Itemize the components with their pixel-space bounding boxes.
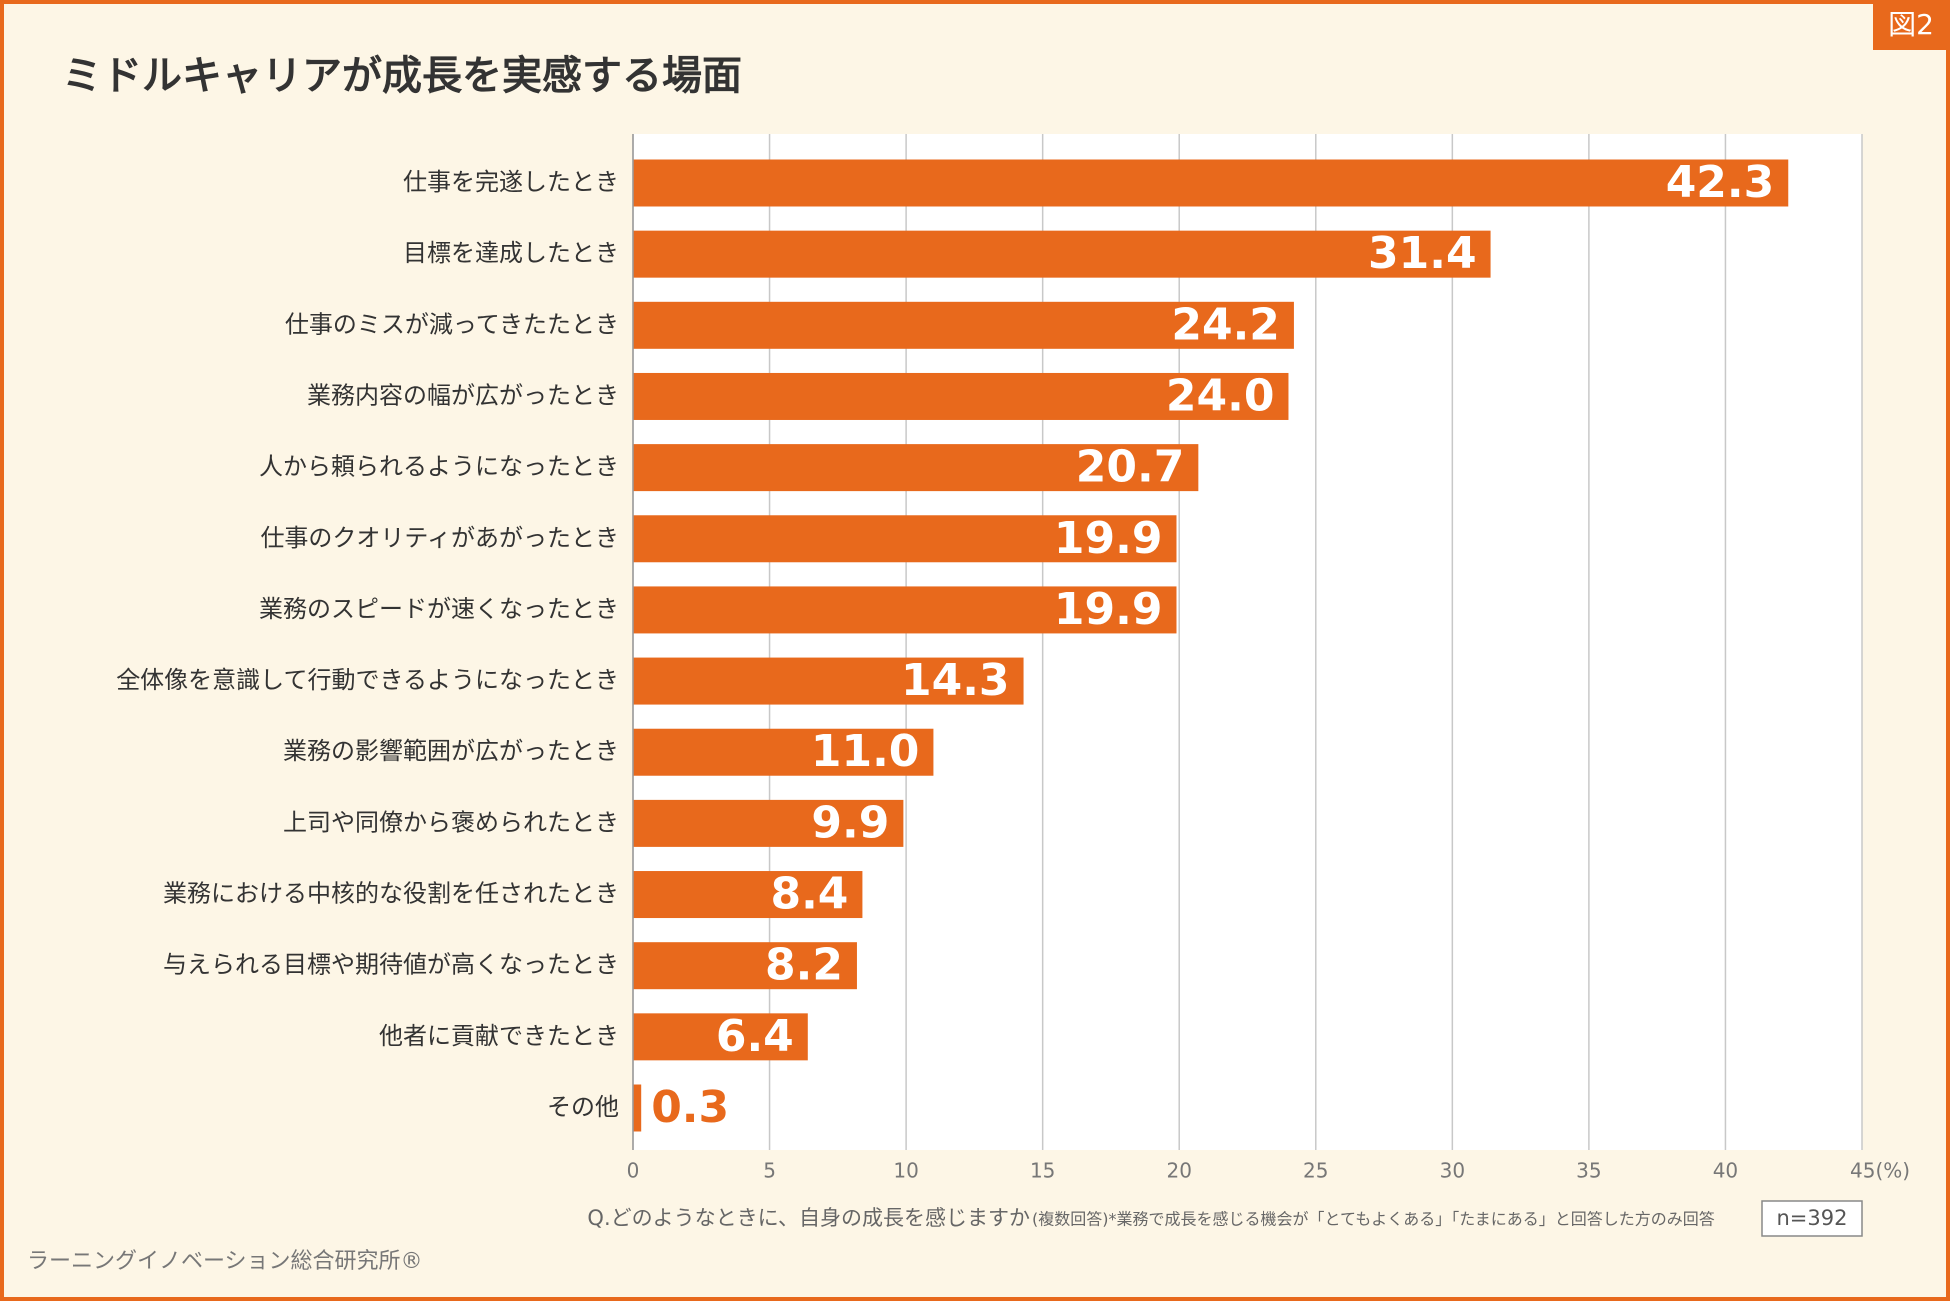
x-tick-label: 5	[763, 1159, 776, 1183]
value-label: 0.3	[651, 1082, 729, 1133]
value-label: 14.3	[901, 655, 1010, 706]
value-label: 9.9	[811, 797, 889, 848]
plot-area	[633, 134, 1862, 1150]
x-tick-label: 40	[1713, 1159, 1738, 1183]
x-tick-label: 25	[1303, 1159, 1328, 1183]
bar	[633, 1084, 642, 1132]
value-label: 8.2	[765, 940, 843, 991]
value-label: 24.2	[1171, 299, 1280, 350]
value-label: 42.3	[1666, 157, 1775, 208]
y-tick-label: 仕事のクオリティがあがったとき	[260, 524, 619, 552]
y-tick-label: 業務の影響範囲が広がったとき	[283, 737, 619, 765]
value-label: 19.9	[1054, 584, 1163, 635]
badge: 図2	[1888, 8, 1934, 41]
value-label: 11.0	[811, 726, 920, 777]
y-tick-label: 業務における中核的な役割を任されたとき	[163, 880, 619, 908]
y-tick-label: 上司や同僚から褒められたとき	[283, 808, 619, 836]
x-tick-label: 10	[893, 1159, 918, 1183]
note: (複数回答)*業務で成長を感じる機会が「とてもよくある」「たまにある」と回答した…	[1032, 1210, 1715, 1229]
sample-box	[1761, 1200, 1863, 1237]
y-tick-label: 他者に貢献できたとき	[379, 1022, 619, 1050]
x-tick-label: 45(%)	[1850, 1159, 1910, 1183]
y-tick-label: 与えられる目標や期待値が高くなったとき	[163, 951, 619, 979]
bar	[633, 159, 1789, 207]
y-tick-label: その他	[547, 1093, 619, 1121]
value-label: 8.4	[770, 869, 848, 920]
bar	[633, 372, 1289, 420]
chart-title: ミドルキャリアが成長を実感する場面	[62, 53, 742, 99]
value-label: 6.4	[716, 1011, 794, 1062]
x-tick-label: 15	[1030, 1159, 1055, 1183]
y-tick-label: 仕事を完遂したとき	[403, 168, 619, 196]
y-tick-label: 仕事のミスが減ってきたたとき	[285, 310, 619, 338]
value-label: 24.0	[1166, 370, 1275, 421]
value-label: 31.4	[1368, 228, 1477, 279]
value-label: 19.9	[1054, 513, 1163, 564]
bar	[633, 942, 857, 990]
x-tick-label: 30	[1440, 1159, 1465, 1183]
y-tick-label: 人から頼られるようになったとき	[259, 453, 619, 481]
bar	[633, 657, 1024, 705]
bar	[633, 1013, 808, 1061]
value-label: 20.7	[1076, 442, 1185, 493]
source: ラーニングイノベーション総合研究所®	[27, 1249, 423, 1274]
x-tick-label: 20	[1166, 1159, 1191, 1183]
bar	[633, 871, 863, 919]
x-tick-label: 35	[1576, 1159, 1601, 1183]
sample-size: n=392	[1777, 1206, 1848, 1230]
x-tick-label: 0	[627, 1159, 640, 1183]
question: Q.どのようなときに、自身の成長を感じますか	[587, 1206, 1030, 1230]
bar	[633, 230, 1491, 278]
bar	[633, 728, 934, 776]
bar	[633, 515, 1177, 563]
badge-box	[1873, 0, 1950, 50]
bar	[633, 586, 1177, 634]
bar	[633, 799, 904, 847]
y-tick-label: 業務内容の幅が広がったとき	[307, 381, 619, 409]
y-tick-label: 業務のスピードが速くなったとき	[259, 595, 619, 623]
bar	[633, 301, 1294, 349]
bar	[633, 444, 1199, 492]
y-tick-label: 目標を達成したとき	[403, 239, 619, 267]
y-tick-label: 全体像を意識して行動できるようになったとき	[116, 666, 619, 694]
